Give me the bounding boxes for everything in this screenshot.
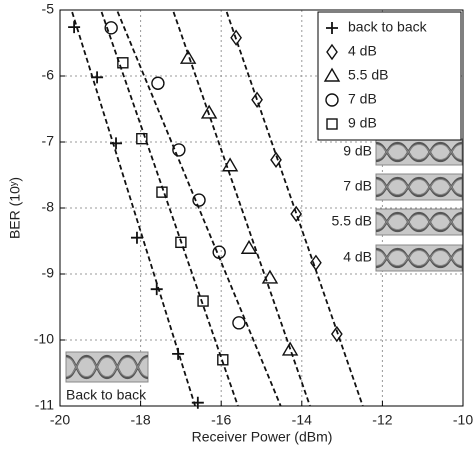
- marker: [131, 232, 143, 244]
- x-tick-label: -18: [130, 412, 150, 428]
- marker: [151, 283, 163, 295]
- inset-label: 5.5 dB: [332, 213, 372, 229]
- inset-label: 4 dB: [343, 249, 372, 265]
- marker: [91, 71, 103, 83]
- marker: [192, 397, 204, 409]
- y-axis-label: BER (10ʸ): [7, 177, 23, 239]
- legend-label: 5.5 dB: [348, 67, 388, 83]
- legend-label: 9 dB: [348, 115, 377, 131]
- marker: [223, 159, 237, 171]
- marker: [198, 296, 208, 306]
- chart: Receiver Power (dBm) BER (10ʸ) -20 -18 -16…: [0, 0, 476, 451]
- x-axis-label: Receiver Power (dBm): [192, 429, 333, 445]
- y-tick-label: -7: [42, 133, 55, 149]
- x-tick-label: -14: [292, 412, 312, 428]
- marker: [110, 137, 122, 149]
- x-tick-label: -12: [372, 412, 392, 428]
- y-tick-label: -6: [42, 67, 55, 83]
- marker: [152, 77, 164, 89]
- inset-label: 9 dB: [343, 143, 372, 159]
- y-tick-label: -11: [35, 397, 54, 413]
- marker: [118, 58, 128, 68]
- marker: [291, 207, 301, 221]
- legend-label: 4 dB: [348, 43, 377, 59]
- marker: [172, 348, 184, 360]
- y-tick-label: -5: [42, 1, 55, 17]
- inset-label: Back to back: [66, 387, 147, 403]
- x-tick-label: -10: [453, 412, 473, 428]
- x-tick-label: -16: [211, 412, 231, 428]
- y-tick-label: -8: [42, 199, 55, 215]
- x-tick-label: -20: [50, 412, 70, 428]
- y-tick-label: -9: [42, 265, 55, 281]
- y-tick-label: -10: [34, 331, 54, 347]
- marker: [173, 144, 185, 156]
- legend-label: back to back: [348, 19, 428, 35]
- legend-label: 7 dB: [348, 91, 377, 107]
- inset-label: 7 dB: [343, 178, 372, 194]
- marker: [233, 317, 245, 329]
